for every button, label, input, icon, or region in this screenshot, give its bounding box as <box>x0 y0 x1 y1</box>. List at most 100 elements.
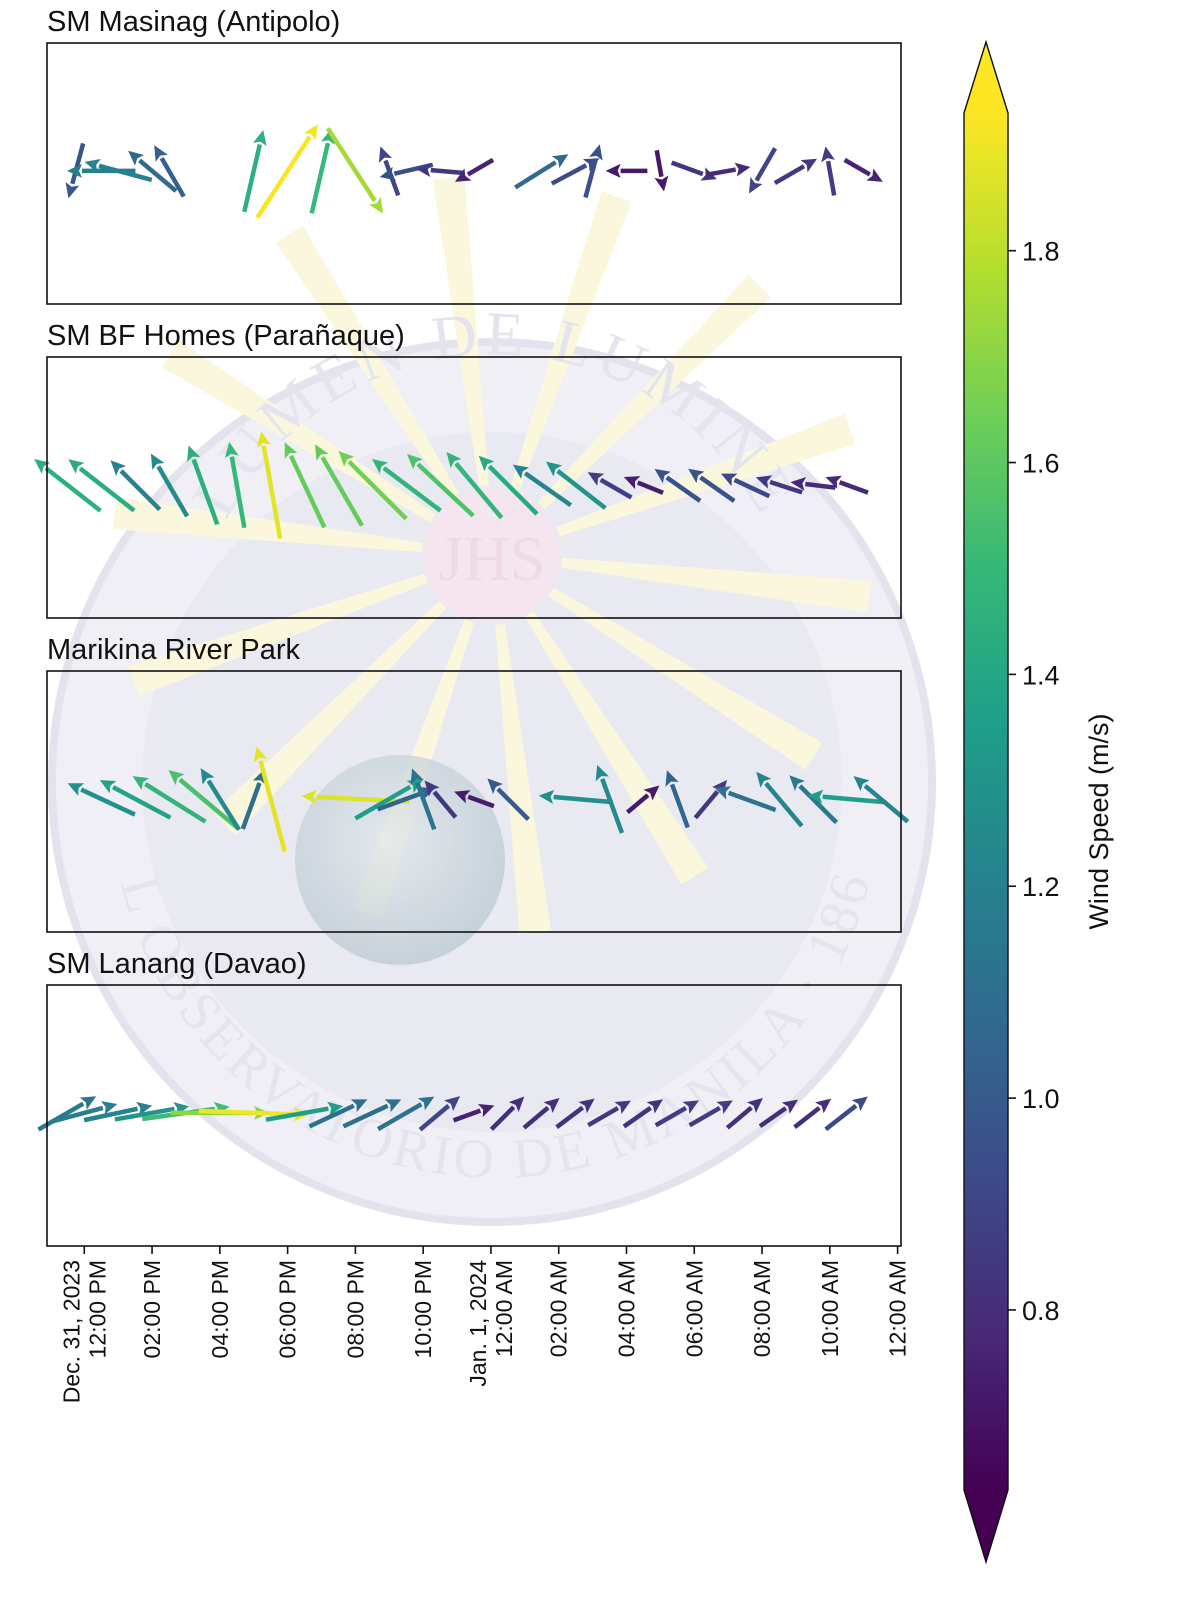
wind-vector <box>654 468 702 503</box>
wind-vector <box>424 780 458 819</box>
wind-vector <box>605 163 648 178</box>
panel-2: SM BF Homes (Parañaque) <box>34 320 902 619</box>
watermark-ray <box>432 175 489 487</box>
watermark-ray <box>537 274 772 509</box>
wind-vector <box>843 157 883 182</box>
wind-vector <box>538 789 613 805</box>
wind-vector <box>68 459 136 513</box>
x-tick-label: 10:00 AM <box>817 1260 843 1357</box>
watermark-ray <box>560 557 872 613</box>
wind-vector <box>545 461 607 510</box>
wind-vector <box>34 459 102 513</box>
wind-vector <box>793 1098 832 1129</box>
wind-vector <box>65 142 86 199</box>
panel-title: SM Lanang (Davao) <box>47 948 307 980</box>
x-axis: Dec. 31, 2023 12:00 PM 02:00 PM 04:00 PM 06:… <box>58 1246 911 1403</box>
watermark-ray <box>275 225 459 499</box>
colorbar: 0.8 1.0 1.2 1.4 1.6 1.8 Wind Speed (m/s) <box>963 39 1114 1565</box>
globe-image <box>295 755 505 965</box>
watermark-ray <box>510 191 632 491</box>
wind-vector <box>154 145 186 198</box>
wind-vector <box>755 475 803 495</box>
x-tick-label: 08:00 PM <box>342 1260 368 1358</box>
wind-vector <box>454 157 495 182</box>
wind-vector <box>587 472 633 500</box>
wind-vector <box>325 127 384 214</box>
wind-vector <box>688 1100 733 1128</box>
wind-vector <box>308 1099 368 1129</box>
panel-title: Marikina River Park <box>47 634 300 666</box>
wind-vector <box>583 144 603 199</box>
wind-vector <box>255 124 318 219</box>
x-tick-label: 02:00 AM <box>546 1260 572 1357</box>
panel-frame <box>46 670 902 933</box>
wind-vector <box>622 1099 663 1129</box>
x-tick-label: 12:00 AM <box>885 1260 911 1357</box>
wind-vector <box>688 468 736 503</box>
wind-vector <box>452 1104 495 1123</box>
wind-vector <box>665 770 690 829</box>
wind-vector <box>50 1101 118 1124</box>
wind-vector <box>110 460 162 512</box>
wind-vector <box>128 150 178 193</box>
wind-vector <box>224 442 247 529</box>
watermark-ray <box>112 497 424 553</box>
wind-vector <box>487 778 530 821</box>
panel-3: Marikina River Park <box>46 634 910 933</box>
wind-vector <box>758 1099 799 1129</box>
wind-vector <box>371 459 442 513</box>
wind-vector <box>720 473 771 499</box>
wind-vector <box>338 451 408 521</box>
wind-vector <box>654 1100 699 1128</box>
wind-vector <box>67 783 136 817</box>
wind-vector <box>446 452 504 520</box>
colorbar-tick-label: 1.2 <box>1022 872 1060 902</box>
x-tick-label: 04:00 AM <box>614 1260 640 1357</box>
panel-frame <box>46 356 902 619</box>
x-tick-label: 06:00 PM <box>275 1260 301 1358</box>
colorbar-tick-label: 0.8 <box>1022 1296 1060 1326</box>
wind-vector <box>200 768 241 831</box>
x-tick-label: 02:00 PM <box>139 1260 165 1358</box>
wind-vector <box>821 146 837 196</box>
watermark-ray <box>128 573 428 697</box>
wind-vector <box>242 129 267 213</box>
wind-vector <box>37 1096 97 1132</box>
wind-vector <box>725 1097 763 1130</box>
wind-vector <box>522 1097 560 1130</box>
wind-vector <box>410 768 437 831</box>
x-tick-label: 08:00 AM <box>749 1260 775 1357</box>
colorbar-tick-label: 1.4 <box>1022 660 1060 690</box>
colorbar-outline <box>963 39 1009 1565</box>
x-tick-label: 06:00 AM <box>681 1260 707 1357</box>
panel-frame <box>46 42 902 305</box>
wind-vector <box>489 1096 525 1131</box>
wind-vector <box>756 771 804 828</box>
wind-vector <box>514 154 569 190</box>
wind-vector <box>187 445 220 526</box>
panel-4: SM Lanang (Davao) <box>37 948 902 1247</box>
panel-title: SM Masinag (Antipolo) <box>47 6 340 38</box>
watermark-ray <box>548 587 823 770</box>
colorbar-label: Wind Speed (m/s) <box>1084 713 1114 929</box>
colorbar-extend-min <box>964 1490 1008 1562</box>
wind-vector <box>512 464 573 508</box>
wind-vector <box>623 476 664 495</box>
wind-vector <box>342 1099 402 1129</box>
wind-vector <box>301 789 410 804</box>
colorbar-extend-max <box>964 42 1008 113</box>
observatory-seal-watermark: JHS LUMEN DE LUMINE EL OBSERVATORIO DE M… <box>0 0 936 1226</box>
wind-vector <box>415 163 465 178</box>
wind-vector <box>99 780 172 820</box>
wind-vector <box>790 477 836 491</box>
wind-vector <box>478 455 539 516</box>
wind-vector <box>256 431 283 539</box>
colorbar-tick-label: 1.0 <box>1022 1084 1060 1114</box>
wind-vector <box>749 147 778 194</box>
panel-frame <box>46 984 902 1247</box>
x-tick-label: 04:00 PM <box>207 1260 233 1358</box>
wind-vector <box>253 746 287 853</box>
wind-vector <box>555 1098 595 1129</box>
wind-vector <box>587 1100 631 1128</box>
